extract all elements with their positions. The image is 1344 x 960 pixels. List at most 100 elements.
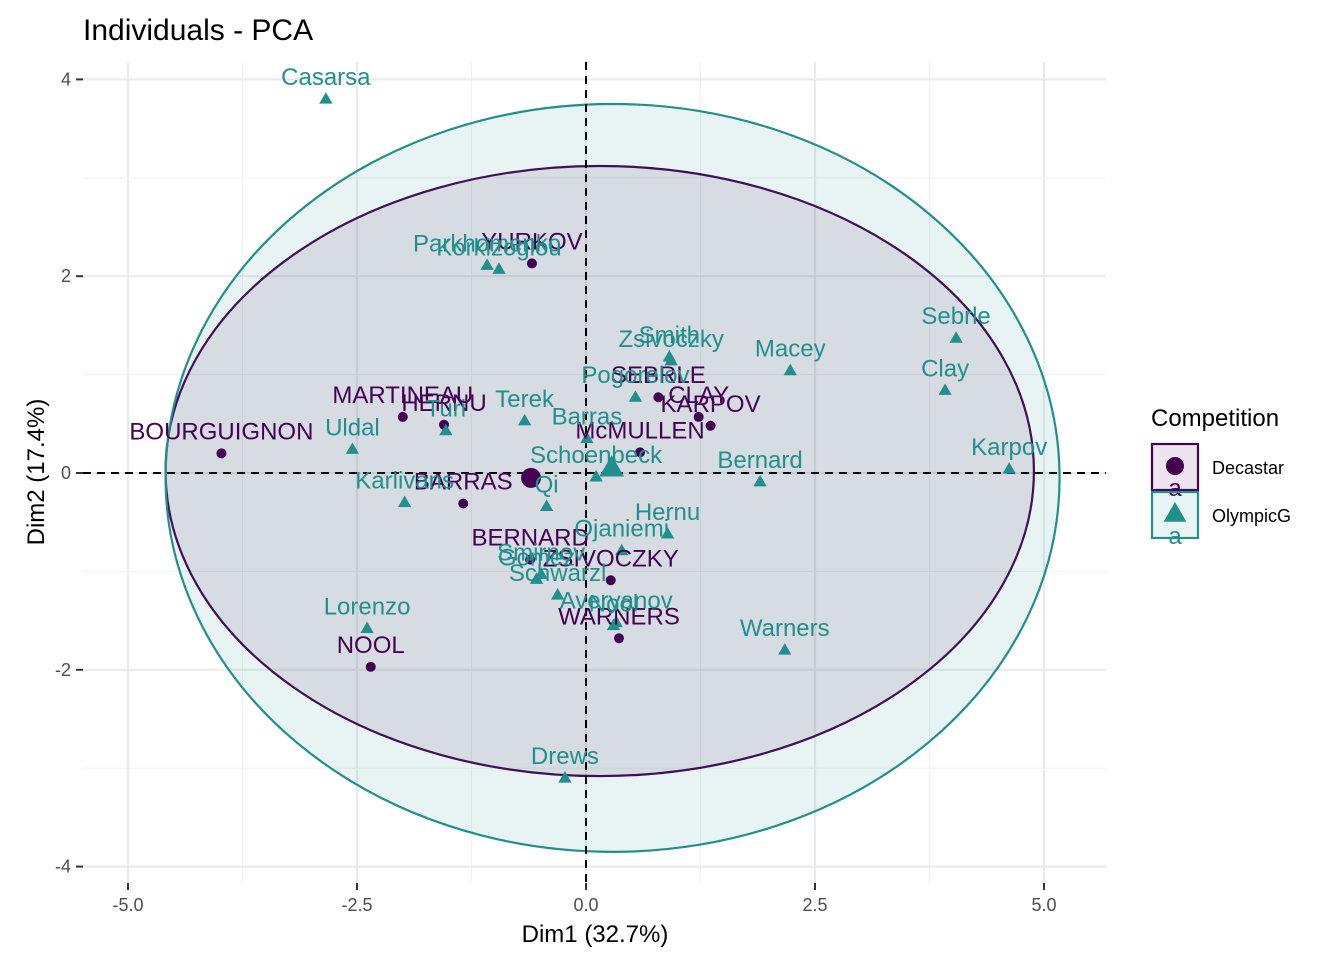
point-label-bernard: BERNARD (471, 525, 588, 552)
point-karpov (1002, 462, 1016, 474)
point-label-zsivoczky: ZSIVOCZKY (543, 545, 679, 572)
y-tick-label: -2 (55, 660, 71, 680)
point-korkizoglou (492, 262, 506, 274)
point-label-clay: CLAY (668, 382, 729, 409)
point-ojaniemi (615, 543, 629, 556)
point-label-mcmullen: McMULLEN (575, 417, 704, 444)
legend-key-text: a (1168, 475, 1182, 502)
point-barras (580, 431, 594, 444)
point-label-schwarzl: Schwarzl (509, 560, 606, 587)
point-terek (517, 413, 532, 426)
point-label-schoenbeck: Schoenbeck (530, 442, 663, 469)
point-label-qi: Qi (535, 471, 559, 498)
point-warners (778, 643, 792, 655)
x-tick-label: 5.0 (1031, 895, 1056, 915)
x-tick-label: 2.5 (802, 895, 827, 915)
point-label-uldal: Uldal (325, 414, 380, 441)
point-label-sebrle: Sebrle (921, 303, 990, 330)
point-hernu (660, 527, 675, 539)
point-clay (938, 383, 952, 395)
legend: Competition a Decastar a OlympicG (1150, 405, 1291, 550)
legend-symbol-decastar (1166, 457, 1184, 475)
x-tick-label: -5.0 (112, 895, 143, 915)
point-uldal (345, 442, 360, 454)
point-label-karlivans: Karlivans (355, 468, 454, 495)
point-label-turi: Turi (426, 396, 466, 423)
x-axis-title: Dim1 (32.7%) (522, 921, 669, 948)
point-label-terek: Terek (495, 386, 555, 413)
point-qi (539, 499, 554, 512)
point-label-yurkov: YURKOV (481, 228, 582, 255)
point-barras (458, 498, 469, 509)
center-decastar (521, 467, 542, 488)
y-tick-label: -4 (55, 857, 71, 877)
point-label-nool: Nool (589, 591, 638, 618)
y-tick-label: 2 (61, 266, 71, 286)
point-clay (693, 411, 704, 422)
point-label-warners: Warners (740, 615, 830, 642)
y-axis: -4 -2 0 2 4 (55, 69, 83, 877)
x-tick-label: 0.0 (573, 895, 598, 915)
point-casarsa (319, 92, 333, 104)
point-gomez (529, 572, 544, 584)
point-label-smith: Smith (639, 322, 700, 349)
ellipse-layer (164, 102, 1061, 853)
center-olympicg (599, 455, 624, 477)
point-label-macey: Macey (755, 336, 826, 363)
point-label-averyanov: Averyanov (560, 588, 673, 615)
point-sebrle (653, 392, 664, 403)
point-lorenzo (360, 621, 374, 634)
point-label-martineau: MARTINEAU (332, 382, 473, 409)
point-martineau (397, 411, 408, 422)
point-mcmullen (635, 447, 646, 458)
point-label-barras: Barras (552, 404, 623, 431)
point-label-nool: NOOL (337, 632, 405, 659)
point-smith (662, 349, 677, 362)
point-nool (365, 661, 376, 672)
point-label-casarsa: Casarsa (281, 64, 371, 91)
chart-title: Individuals - PCA (83, 14, 313, 47)
point-warners (613, 633, 624, 644)
point-label-warners: WARNERS (558, 603, 680, 630)
point-averyanov (609, 615, 623, 628)
point-label-karpov: KARPOV (661, 391, 761, 418)
legend-key-text: a (1168, 523, 1182, 550)
point-yurkov (526, 258, 537, 269)
point-drews (558, 771, 572, 783)
point-parkhomenko (480, 258, 494, 270)
point-label-pogorelov: Pogorelov (581, 362, 689, 389)
point-label-barras: BARRAS (414, 469, 513, 496)
point-label-karpov: Karpov (971, 434, 1047, 461)
points-layer (216, 92, 1016, 783)
point-label-sebrle: SEBRLE (611, 362, 706, 389)
y-tick-label: 4 (61, 69, 71, 89)
point-pogorelov (628, 390, 643, 402)
legend-label-decastar: Decastar (1212, 458, 1284, 478)
point-karpov (705, 420, 716, 431)
point-label-ojaniemi: Ojaniemi (574, 516, 669, 543)
point-bourguignon (216, 448, 227, 459)
point-label-bourguignon: BOURGUIGNON (129, 418, 313, 445)
point-label-smirnov: Smirnov (497, 539, 585, 566)
x-tick-label: -2.5 (341, 895, 372, 915)
legend-label-olympicg: OlympicG (1212, 506, 1291, 526)
point-label-hernu: Hernu (635, 499, 700, 526)
y-axis-title: Dim2 (17.4%) (23, 399, 50, 546)
point-zsivoczky (605, 575, 616, 586)
point-bernard (753, 474, 767, 487)
point-macey (783, 363, 797, 376)
point-label-korkizoglou: Korkizoglou (436, 234, 561, 261)
point-label-clay: Clay (921, 355, 969, 382)
point-bernard (525, 554, 536, 565)
point-label-zsivoczky: Zsivoczky (619, 326, 724, 353)
y-tick-label: 0 (61, 463, 71, 483)
legend-symbol-olympicg (1163, 502, 1187, 522)
point-label-gomez: Gomez (498, 544, 575, 571)
point-karlivans (397, 495, 412, 508)
point-label-hernu: HERNU (401, 390, 486, 417)
legend-title: Competition (1151, 405, 1279, 432)
point-label-parkhomenko: Parkhomenko (413, 230, 561, 257)
